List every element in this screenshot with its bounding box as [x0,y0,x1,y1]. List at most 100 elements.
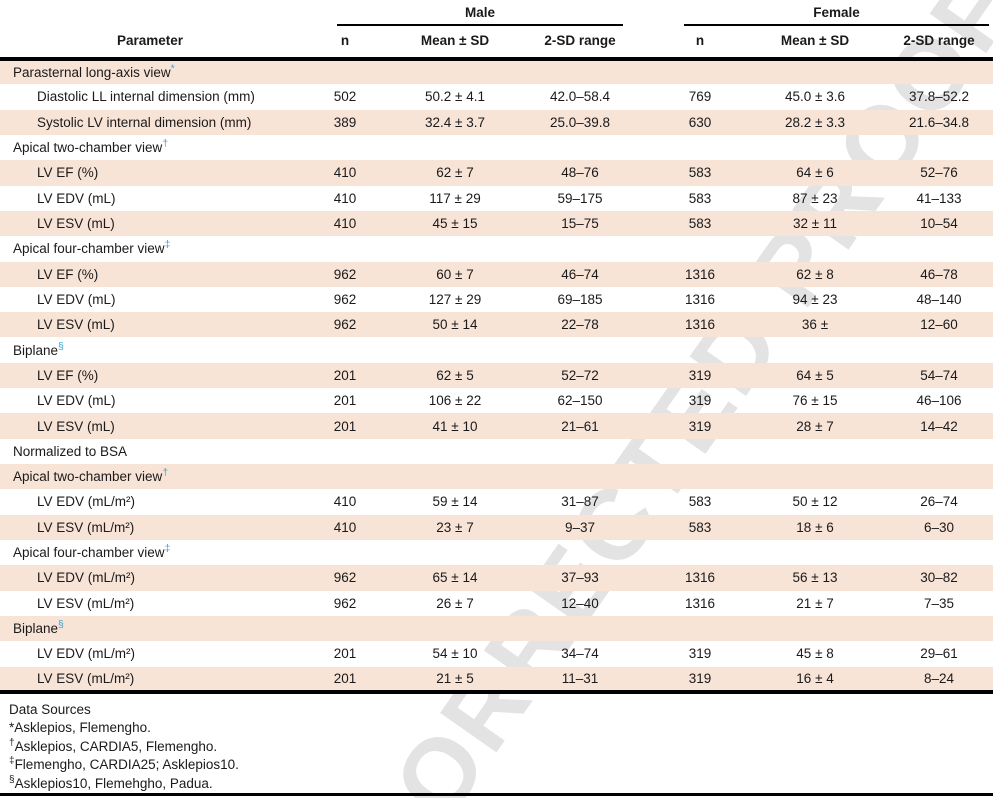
male-n-cell: 410 [333,216,357,232]
female-range-cell: 21.6–34.8 [909,114,970,130]
footnote-symbol: † [9,737,15,749]
data-row: LV EDV (mL/m²) 201 54 ± 10 34–74 319 45 ± 8 29… [0,641,993,666]
female-mean-cell: 62 ± 8 [796,266,834,282]
table-header: Male Female Parameter n Mean ± SD 2-SD r… [0,0,993,61]
male-n-cell: 201 [333,367,357,383]
male-n-cell: 410 [333,494,357,510]
data-row: Systolic LV internal dimension (mm) 389 32… [0,109,993,135]
section-row: Apical four-chamber view‡ [0,540,993,565]
male-n-cell: 962 [333,317,357,333]
male-range-cell: 34–74 [561,646,599,662]
female-mean-cell: 94 ± 23 [792,291,838,307]
parameter-cell: LV ESV (mL) [37,317,115,333]
female-mean-cell: 21 ± 7 [796,595,834,611]
section-footnote-symbol: ‡ [164,238,171,251]
data-row: LV ESV (mL) 201 41 ± 10 21–61 319 28 ± 7 14–42 [0,413,993,439]
male-n-cell: 962 [333,570,357,586]
female-mean-cell: 64 ± 5 [796,367,834,383]
gap-cell [640,312,655,337]
parameter-cell: LV EF (%) [37,165,99,181]
female-mean-cell: 28 ± 7 [796,418,834,434]
female-mean-cell: 45 ± 8 [796,646,834,662]
data-row: LV ESV (mL/m²) 410 23 ± 7 9–37 583 18 ± 6 6–30 [0,514,993,540]
parameter-column-header: Parameter [0,26,300,61]
female-n-cell: 319 [655,666,746,694]
male-n-cell: 410 [333,190,357,206]
section-label: Parasternal long-axis view* [13,62,175,81]
male-range-cell: 11–31 [520,666,641,694]
female-mean-column-header: Mean ± SD [745,26,886,61]
section-label: Normalized to BSA [13,443,128,459]
female-mean-cell: 28.2 ± 3.3 [785,114,845,130]
data-row: LV EDV (mL/m²) 962 65 ± 14 37–93 1316 56 ± 13… [0,565,993,591]
male-n-column-header: n [300,26,390,61]
male-n-cell: 962 [333,266,357,282]
footnote-line: §Asklepios10, Flemehgho, Padua. [9,774,213,791]
parameter-cell: LV EF (%) [37,266,99,282]
male-mean-cell: 32.4 ± 3.7 [425,114,485,130]
female-n-cell: 583 [688,494,712,510]
footnote-symbol: § [9,774,15,786]
female-mean-cell: 56 ± 13 [792,570,838,586]
male-mean-cell: 41 ± 10 [432,418,478,434]
female-n-cell: 319 [688,393,712,409]
footnote-symbol: ‡ [9,755,15,767]
gap-cell [640,262,655,287]
female-range-cell: 48–140 [916,291,962,307]
parameter-cell: Systolic LV internal dimension (mm) [37,114,252,130]
parameter-cell: LV ESV (mL/m²) [37,519,135,535]
section-row: Biplane§ [0,615,993,642]
gap-cell [640,211,655,236]
footnote-line: *Asklepios, Flemengho. [9,720,151,736]
gap-cell [640,84,655,109]
data-row: LV ESV (mL/m²) 962 26 ± 7 12–40 1316 21 ± 7 7–… [0,591,993,616]
male-range-cell: 48–76 [561,165,599,181]
male-range-cell: 62–150 [557,393,603,409]
gap-cell [640,515,655,540]
male-n-cell: 410 [333,165,357,181]
parameter-cell: LV EDV (mL/m²) [37,570,136,586]
male-mean-cell: 117 ± 29 [429,190,481,206]
male-range-column-header: 2-SD range [520,26,641,61]
section-label: Biplane§ [13,618,64,637]
female-n-cell: 583 [688,519,712,535]
male-range-cell: 12–40 [561,595,599,611]
female-n-cell: 1316 [684,266,716,282]
gap-cell [640,413,655,438]
section-footnote-symbol: § [58,340,64,353]
female-range-cell: 54–74 [920,367,958,383]
male-n-cell: 201 [300,666,390,694]
female-n-cell: 583 [688,216,712,232]
male-group-header: Male [300,0,640,26]
male-mean-cell: 65 ± 14 [432,570,478,586]
female-range-cell: 29–61 [920,646,958,662]
male-range-cell: 31–87 [561,494,599,510]
female-n-cell: 319 [688,367,712,383]
footnotes: Data Sources *Asklepios, Flemengho. †Askl… [9,701,239,793]
female-group-header: Female [655,0,993,26]
female-mean-cell: 16 ± 4 [745,666,886,694]
bottom-rule [0,793,993,796]
data-row: LV EF (%) 201 62 ± 5 52–72 319 64 ± 5 54–74 [0,362,993,389]
female-group-label: Female [684,5,990,26]
data-row: LV EF (%) 962 60 ± 7 46–74 1316 62 ± 8 46–78 [0,261,993,287]
female-range-cell: 8–24 [885,666,993,694]
section-label: Apical four-chamber view‡ [13,238,171,257]
male-range-cell: 21–61 [561,418,599,434]
male-mean-cell: 62 ± 5 [436,367,474,383]
female-range-cell: 26–74 [920,494,958,510]
section-label: Apical two-chamber view† [13,466,169,485]
gap-cell [640,110,655,135]
male-range-cell: 59–175 [557,190,603,206]
female-mean-cell: 76 ± 15 [792,393,838,409]
parameter-cell: LV ESV (mL/m²) [0,666,300,694]
data-row: LV EDV (mL) 962 127 ± 29 69–185 1316 94 ± 23 4… [0,287,993,312]
section-label: Biplane§ [13,340,64,358]
male-n-cell: 389 [333,114,357,130]
data-row: LV ESV (mL) 410 45 ± 15 15–75 583 32 ± 11 10–5… [0,210,993,237]
male-range-cell: 25.0–39.8 [549,114,611,130]
male-n-cell: 962 [333,291,357,307]
parameter-cell: Diastolic LL internal dimension (mm) [37,89,255,105]
gap-cell [640,666,656,694]
